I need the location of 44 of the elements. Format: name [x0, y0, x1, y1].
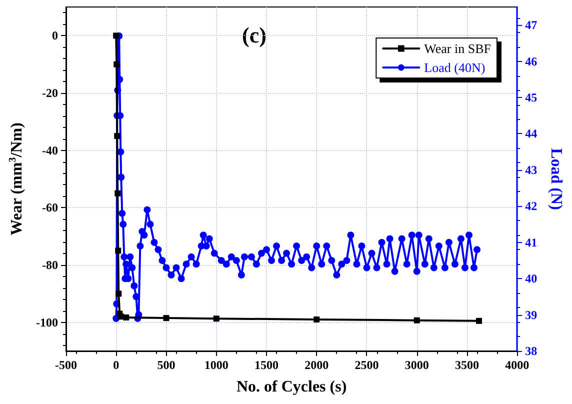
point — [113, 32, 120, 39]
y2-axis-title: Load (N) — [548, 148, 564, 210]
x-tick-label: -500 — [55, 358, 77, 372]
x-tick-label: 1000 — [204, 358, 228, 372]
y2-tick-label: 46 — [525, 54, 538, 68]
y-tick-label: -80 — [42, 258, 58, 272]
x-tick-label: 4000 — [505, 358, 530, 372]
legend-label: Load (40N) — [424, 60, 486, 75]
point — [123, 314, 130, 320]
x-tick-label: 3500 — [454, 358, 479, 372]
x-axis-title: No. of Cycles (s) — [236, 378, 347, 396]
point — [114, 61, 120, 68]
x-tick-label: 0 — [113, 358, 120, 372]
legend-label: Wear in SBF — [424, 41, 492, 56]
y2-tick-label: 39 — [525, 308, 538, 322]
point — [213, 316, 220, 322]
point — [163, 315, 170, 322]
y-tick-label: -20 — [42, 86, 58, 100]
y2-tick-label: 40 — [525, 272, 538, 286]
point — [476, 318, 482, 324]
x-tick-label: 2000 — [304, 358, 329, 372]
point — [314, 316, 320, 322]
y2-tick-label: 38 — [525, 344, 538, 358]
y-tick-label: -60 — [42, 200, 58, 215]
x-tick-label: 2500 — [354, 358, 379, 372]
annotation: (c) — [242, 22, 266, 48]
y2-tick-label: 42 — [525, 199, 538, 214]
point — [414, 317, 420, 324]
y2-tick-label: 45 — [525, 90, 538, 105]
x-tick-label: 3000 — [404, 358, 429, 372]
y2-tick-label: 44 — [525, 126, 538, 141]
point — [115, 248, 122, 254]
y-tick-label: -100 — [36, 315, 58, 330]
y2-tick-label: 41 — [525, 235, 538, 250]
y-tick-label: 0 — [52, 28, 58, 43]
point — [116, 290, 122, 297]
point — [114, 133, 120, 139]
y-axis-title: Wear (mm3/Nm) — [8, 122, 26, 236]
y-tick-label: -40 — [42, 143, 58, 158]
point — [114, 190, 121, 196]
x-tick-label: 1500 — [254, 358, 278, 372]
y2-tick-label: 43 — [525, 162, 538, 177]
x-tick-label: 500 — [157, 358, 176, 372]
y2-tick-label: 47 — [525, 18, 538, 32]
